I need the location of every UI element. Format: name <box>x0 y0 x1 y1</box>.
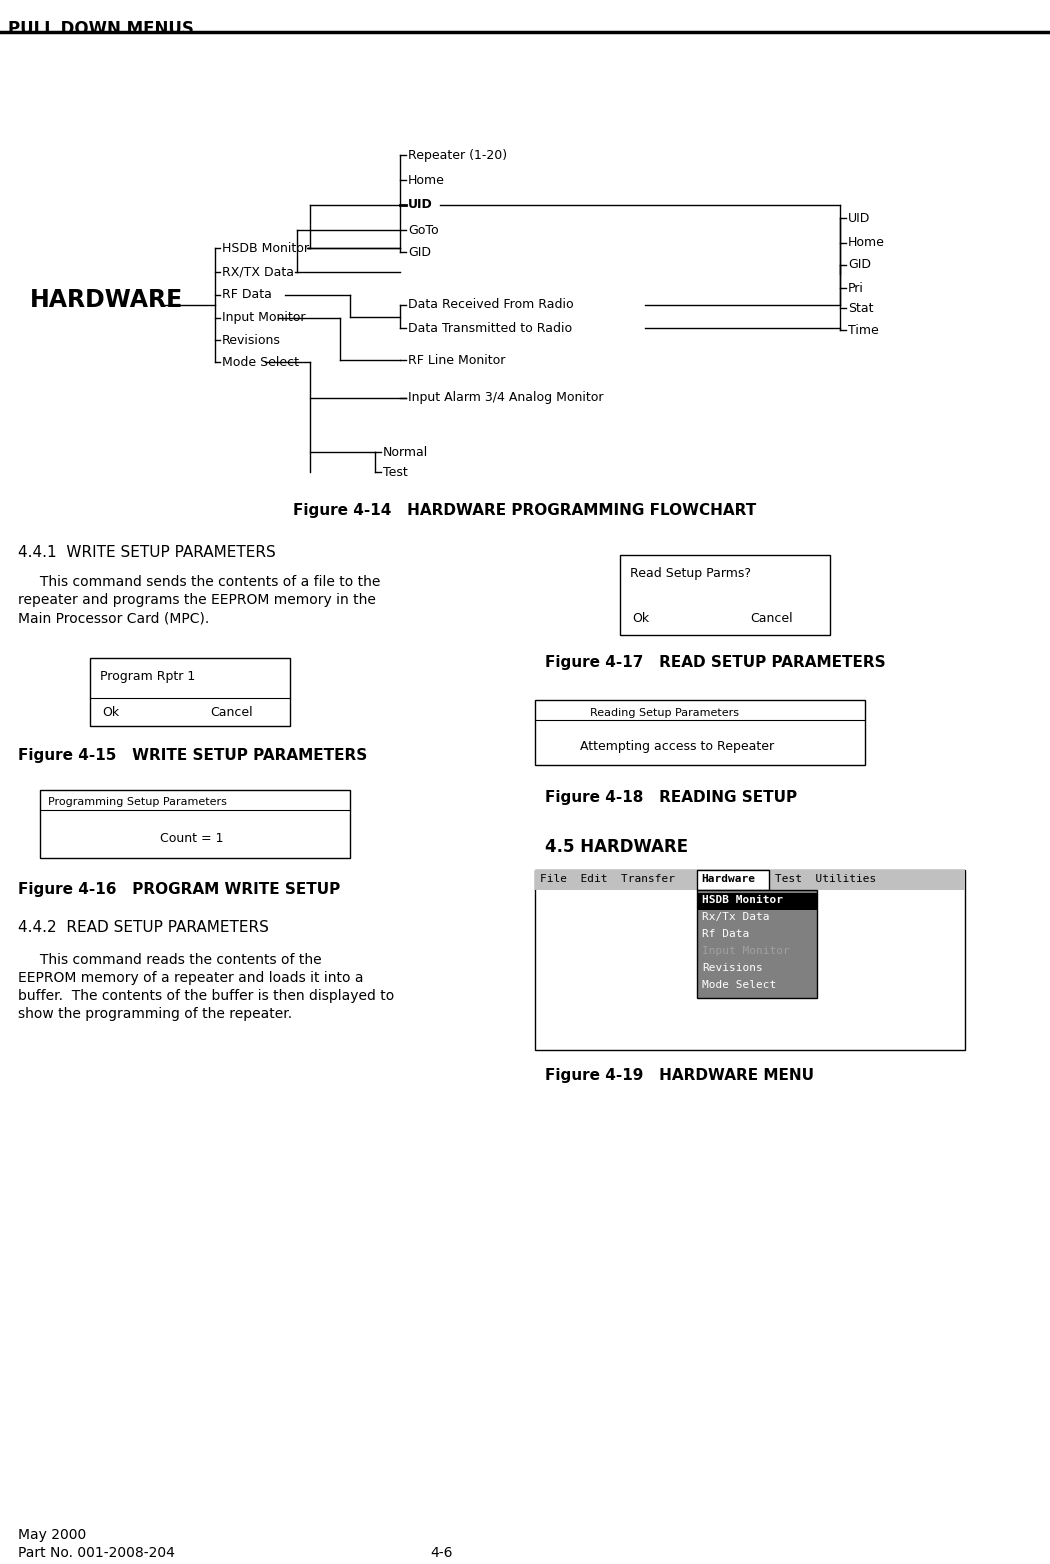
Text: UID: UID <box>408 199 433 211</box>
Text: 4.5 HARDWARE: 4.5 HARDWARE <box>545 838 688 856</box>
Text: Figure 4-14   HARDWARE PROGRAMMING FLOWCHART: Figure 4-14 HARDWARE PROGRAMMING FLOWCHA… <box>293 502 757 518</box>
Bar <box>697 870 769 890</box>
Text: Normal: Normal <box>383 446 428 458</box>
Text: Repeater (1-20): Repeater (1-20) <box>408 149 507 161</box>
Text: Ok: Ok <box>632 612 649 626</box>
Text: Read Setup Parms?: Read Setup Parms? <box>630 568 751 580</box>
Text: Data Transmitted to Radio: Data Transmitted to Radio <box>408 322 572 335</box>
Text: Count = 1: Count = 1 <box>160 832 224 845</box>
Bar <box>90 658 290 726</box>
Text: Figure 4-16   PROGRAM WRITE SETUP: Figure 4-16 PROGRAM WRITE SETUP <box>18 882 340 898</box>
Text: HARDWARE: HARDWARE <box>30 288 184 311</box>
Text: HSDB Monitor: HSDB Monitor <box>702 895 783 906</box>
Text: Programming Setup Parameters: Programming Setup Parameters <box>48 798 227 807</box>
Text: Reading Setup Parameters: Reading Setup Parameters <box>590 708 739 718</box>
Text: GID: GID <box>408 246 430 258</box>
Text: Time: Time <box>848 324 879 336</box>
Text: PULL DOWN MENUS: PULL DOWN MENUS <box>8 20 194 38</box>
Bar <box>697 890 817 998</box>
Text: Mode Select: Mode Select <box>222 355 299 369</box>
Text: Figure 4-15   WRITE SETUP PARAMETERS: Figure 4-15 WRITE SETUP PARAMETERS <box>18 748 368 763</box>
Text: Stat: Stat <box>848 302 874 314</box>
Text: Figure 4-19   HARDWARE MENU: Figure 4-19 HARDWARE MENU <box>545 1068 814 1082</box>
Text: Test: Test <box>383 466 407 479</box>
Bar <box>697 893 817 910</box>
Text: Revisions: Revisions <box>222 333 281 347</box>
Text: repeater and programs the EEPROM memory in the: repeater and programs the EEPROM memory … <box>18 593 376 607</box>
Text: Cancel: Cancel <box>210 705 253 719</box>
Text: 4.4.2  READ SETUP PARAMETERS: 4.4.2 READ SETUP PARAMETERS <box>18 920 269 935</box>
Text: Rf Data: Rf Data <box>702 929 750 938</box>
Text: Pri: Pri <box>848 282 864 294</box>
Text: Figure 4-17   READ SETUP PARAMETERS: Figure 4-17 READ SETUP PARAMETERS <box>545 655 885 669</box>
Text: File  Edit  Transfer: File Edit Transfer <box>540 874 675 884</box>
Text: Data Received From Radio: Data Received From Radio <box>408 299 573 311</box>
Text: Input Alarm 3/4 Analog Monitor: Input Alarm 3/4 Analog Monitor <box>408 391 604 405</box>
Text: Revisions: Revisions <box>702 963 762 973</box>
Bar <box>536 870 965 1049</box>
Text: May 2000: May 2000 <box>18 1528 86 1542</box>
Bar <box>536 701 865 765</box>
Text: This command reads the contents of the: This command reads the contents of the <box>18 952 321 967</box>
Text: HSDB Monitor: HSDB Monitor <box>222 241 309 255</box>
Bar <box>620 555 830 635</box>
Text: RX/TX Data: RX/TX Data <box>222 266 294 278</box>
Text: buffer.  The contents of the buffer is then displayed to: buffer. The contents of the buffer is th… <box>18 988 394 1003</box>
Bar <box>40 790 350 859</box>
Text: Part No. 001-2008-204: Part No. 001-2008-204 <box>18 1545 175 1559</box>
Text: 4.4.1  WRITE SETUP PARAMETERS: 4.4.1 WRITE SETUP PARAMETERS <box>18 544 276 560</box>
Text: Home: Home <box>848 236 885 250</box>
Text: UID: UID <box>848 211 870 225</box>
Text: show the programming of the repeater.: show the programming of the repeater. <box>18 1007 292 1021</box>
Text: RF Line Monitor: RF Line Monitor <box>408 353 505 366</box>
Text: 4-6: 4-6 <box>430 1545 453 1559</box>
Bar <box>536 870 965 890</box>
Text: RF Data: RF Data <box>222 288 272 302</box>
Text: Main Processor Card (MPC).: Main Processor Card (MPC). <box>18 612 209 626</box>
Text: Rx/Tx Data: Rx/Tx Data <box>702 912 770 923</box>
Text: Cancel: Cancel <box>750 612 793 626</box>
Text: Home: Home <box>408 174 445 186</box>
Text: This command sends the contents of a file to the: This command sends the contents of a fil… <box>18 576 380 590</box>
Text: Figure 4-18   READING SETUP: Figure 4-18 READING SETUP <box>545 790 797 805</box>
Text: Program Rptr 1: Program Rptr 1 <box>100 669 195 683</box>
Text: Ok: Ok <box>102 705 119 719</box>
Text: Hardware: Hardware <box>701 874 755 884</box>
Text: GoTo: GoTo <box>408 224 439 236</box>
Text: Attempting access to Repeater: Attempting access to Repeater <box>580 740 774 752</box>
Text: EEPROM memory of a repeater and loads it into a: EEPROM memory of a repeater and loads it… <box>18 971 363 985</box>
Text: Input Monitor: Input Monitor <box>222 311 306 324</box>
Text: Input Monitor: Input Monitor <box>702 946 790 956</box>
Text: Mode Select: Mode Select <box>702 981 776 990</box>
Text: Test  Utilities: Test Utilities <box>775 874 877 884</box>
Text: GID: GID <box>848 258 872 272</box>
